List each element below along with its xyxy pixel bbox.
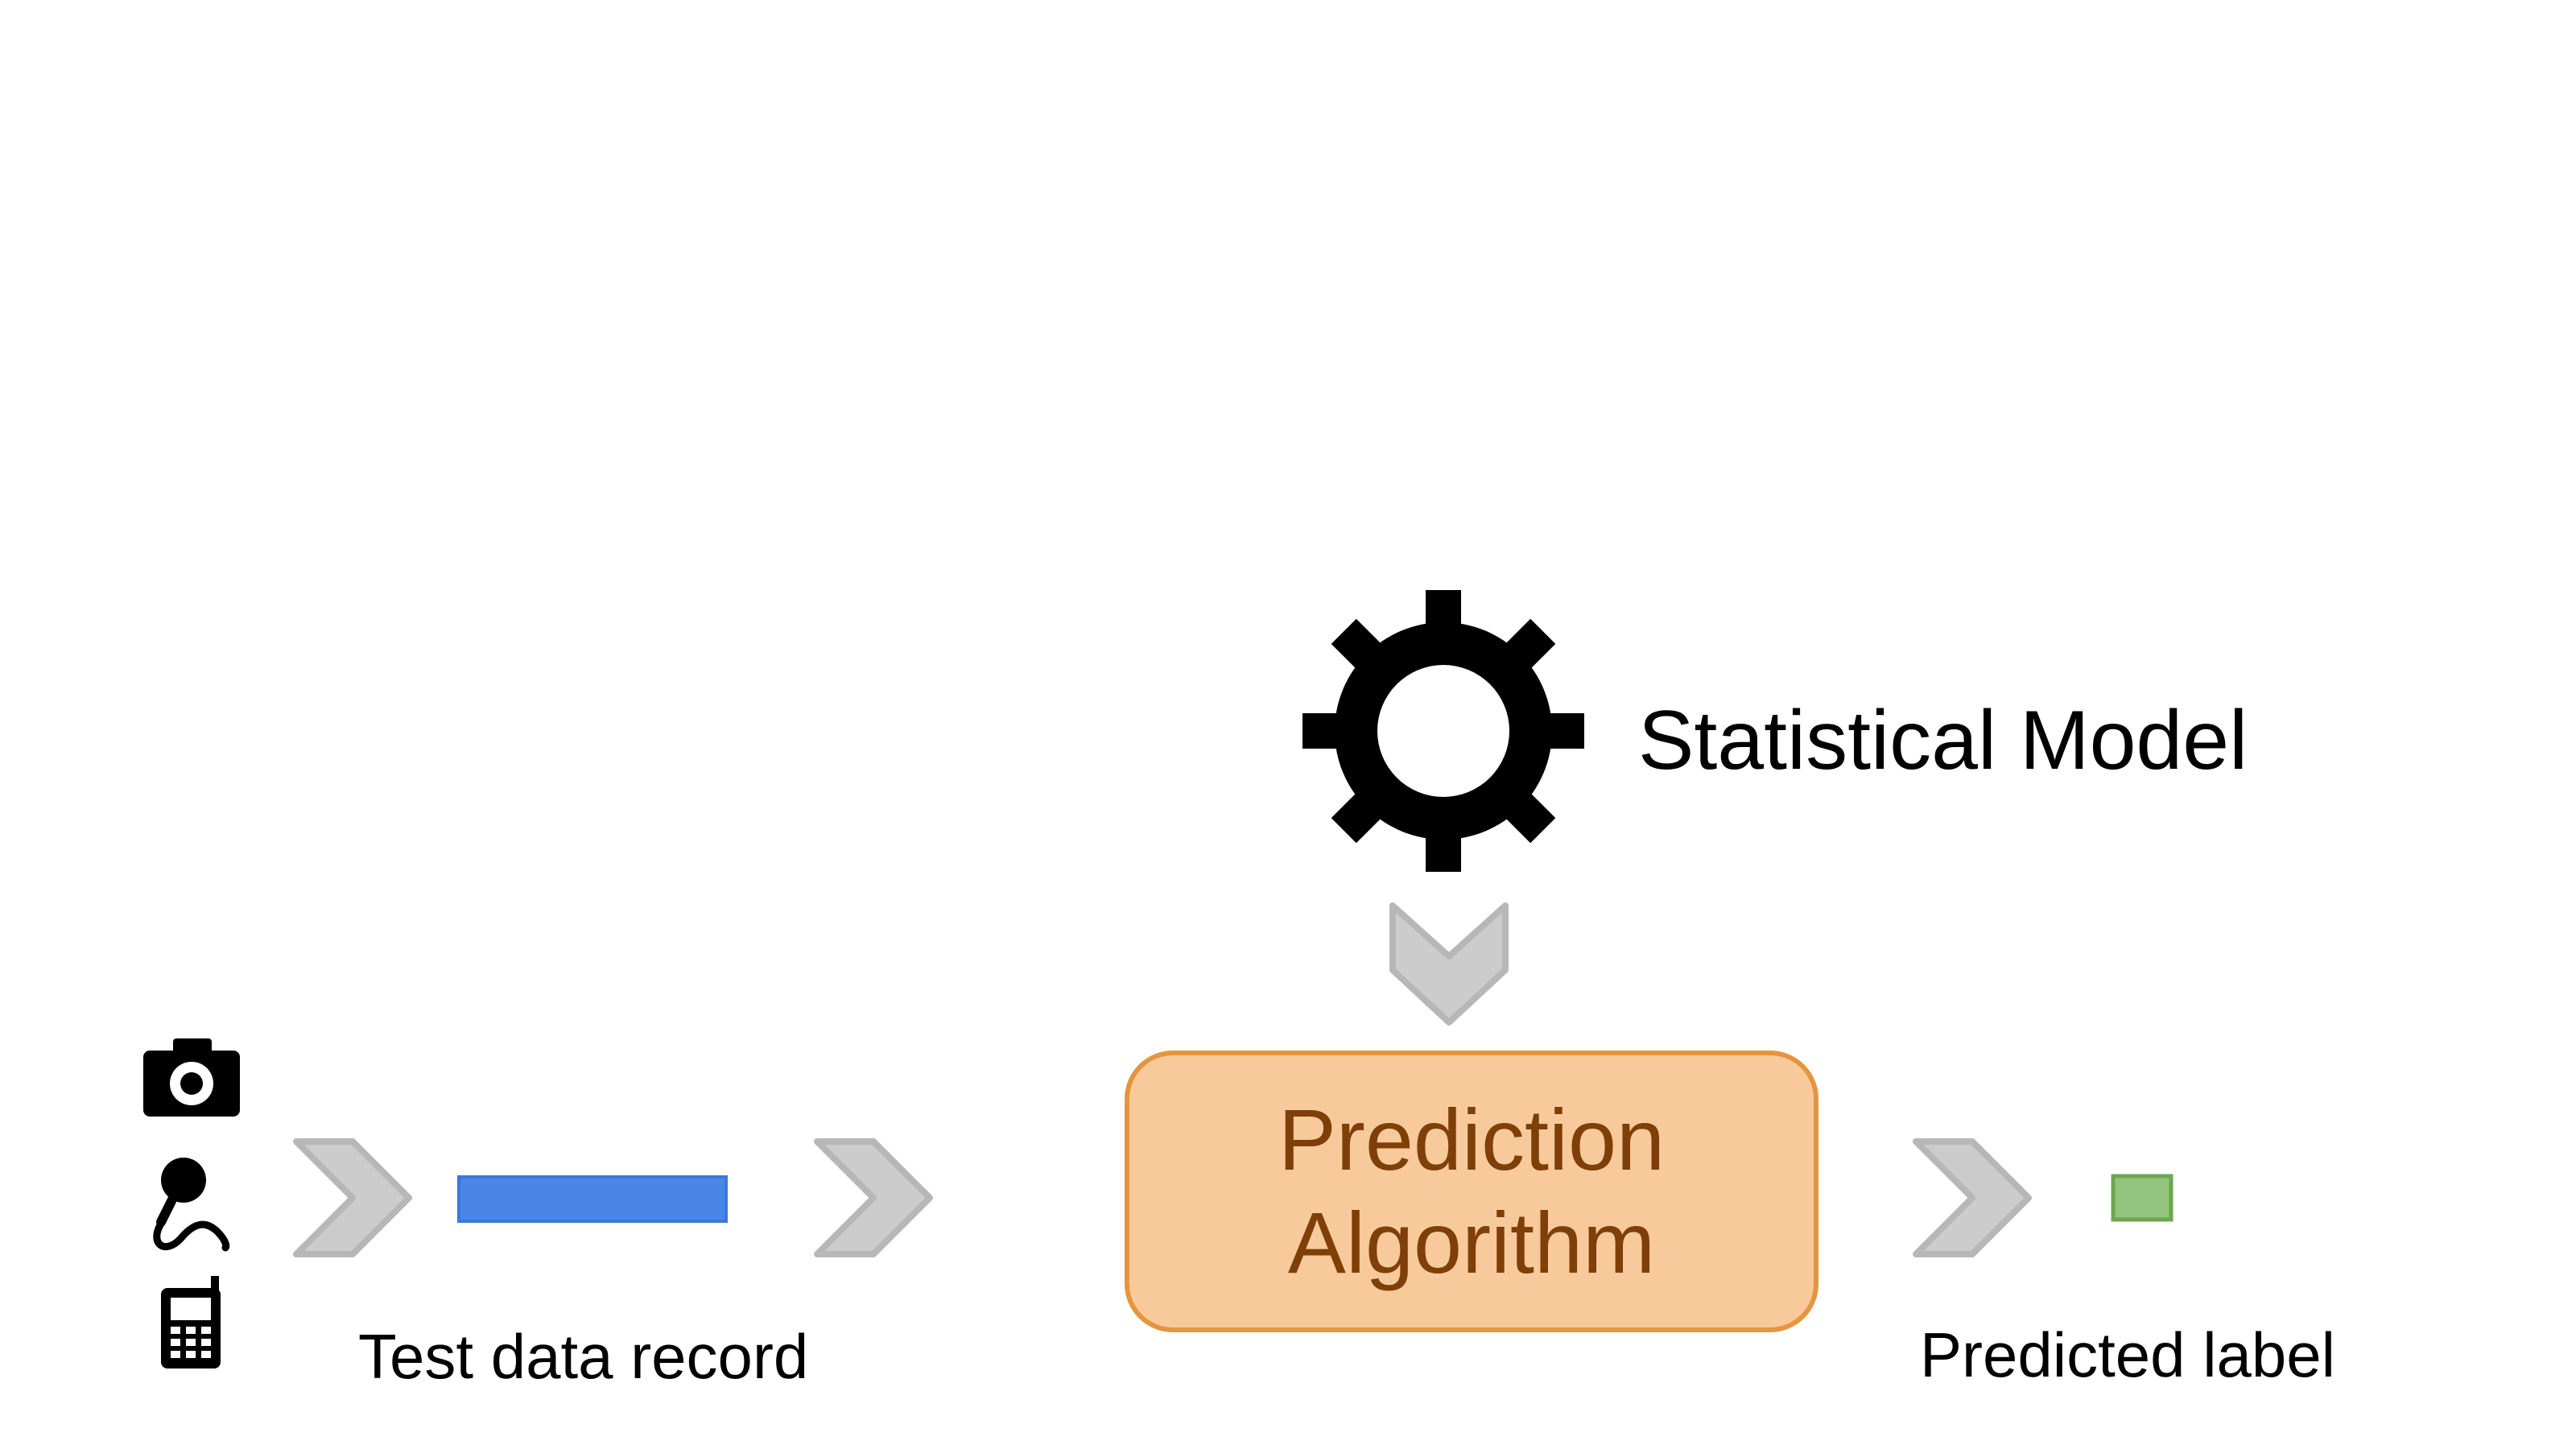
algorithm-title-line-1: Prediction (1278, 1091, 1666, 1188)
predicted-label-square (2111, 1174, 2174, 1222)
algorithm-title-line-2: Algorithm (1287, 1194, 1656, 1291)
statistical-model-label: Statistical Model (1638, 694, 2248, 787)
test-data-record-bar (457, 1175, 728, 1223)
chevron-right-arrow-3 (1913, 1138, 2032, 1257)
mobile-phone-icon (161, 1276, 221, 1368)
camera-icon (143, 1038, 240, 1117)
chevron-right-arrow-2 (814, 1138, 933, 1257)
test-data-record-label: Test data record (358, 1321, 809, 1392)
chevron-right-arrow-1 (293, 1138, 412, 1257)
microphone-icon (153, 1158, 230, 1252)
prediction-algorithm-box: Prediction Algorithm (1125, 1051, 1818, 1332)
gear-icon (1302, 590, 1584, 872)
predicted-label-caption: Predicted label (1920, 1319, 2335, 1390)
chevron-down-arrow (1389, 902, 1509, 1026)
